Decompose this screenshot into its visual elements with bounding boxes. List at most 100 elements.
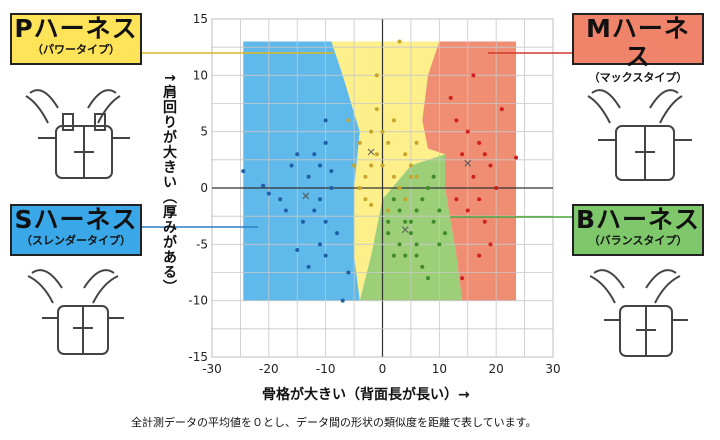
x-tick-label: 30: [545, 362, 560, 376]
point-2-6: [460, 152, 465, 157]
point-0-12: [323, 219, 328, 224]
point-3-4: [414, 208, 419, 213]
region-0: [243, 41, 446, 301]
point-0-11: [312, 208, 317, 213]
point-0-8: [317, 163, 322, 168]
point-3-11: [386, 231, 391, 236]
point-0-15: [317, 242, 322, 247]
point-2-7: [471, 174, 476, 179]
y-tick-label: 10: [193, 68, 208, 82]
harness-illustration-s: [27, 269, 124, 355]
centroid-0: [302, 192, 310, 200]
point-3-19: [386, 219, 391, 224]
label-m-harness: Mハーネス （マックスタイプ）: [572, 13, 704, 84]
point-3-9: [414, 253, 419, 258]
point-1-8: [357, 186, 362, 190]
x-tick-label: 0: [379, 362, 387, 376]
point-0-22: [300, 219, 305, 224]
point-3-3: [408, 231, 413, 236]
point-0-16: [323, 253, 328, 258]
point-2-15: [454, 197, 459, 202]
point-1-9: [363, 197, 368, 202]
point-3-17: [431, 174, 436, 179]
point-2-0: [471, 73, 476, 78]
point-3-0: [391, 197, 396, 202]
label-b-harness: Bハーネス （バランスタイプ）: [572, 204, 704, 256]
point-2-1: [448, 95, 453, 100]
region-1: [243, 41, 360, 301]
point-0-21: [278, 197, 283, 202]
footnote: 全計測データの平均値を０とし、データ間の形状の類似度を距離で表しています。: [131, 416, 537, 429]
point-0-23: [329, 169, 334, 174]
point-1-0: [374, 73, 379, 78]
y-axis-label: ↑肩回りが大きい（厚みがある）: [161, 72, 177, 295]
point-3-15: [408, 219, 413, 224]
point-0-2: [266, 191, 271, 196]
point-1-3: [363, 174, 368, 179]
x-tick-label: -20: [259, 362, 279, 376]
y-tick-label: -15: [188, 350, 208, 364]
point-3-18: [437, 208, 442, 213]
point-1-4: [380, 163, 385, 168]
harness-illustration-p: [25, 89, 130, 179]
point-0-3: [283, 208, 288, 213]
point-0-13: [329, 186, 334, 190]
point-1-20: [346, 118, 351, 123]
point-1-16: [403, 197, 408, 202]
point-1-21: [414, 140, 419, 145]
ticks-layer: -30 -20 -10 0 10 20 30 -15 -10 -5 0 5 10 15: [188, 12, 560, 376]
point-0-24: [346, 270, 351, 275]
point-2-18: [499, 107, 504, 112]
point-3-16: [403, 253, 408, 258]
centroid-stroke-b: [367, 148, 375, 156]
point-1-14: [352, 163, 357, 168]
point-1-19: [380, 129, 385, 134]
point-3-21: [443, 231, 448, 236]
point-0-10: [317, 197, 322, 202]
point-0-1: [261, 183, 266, 188]
point-3-2: [403, 219, 408, 224]
point-3-1: [397, 208, 402, 213]
point-1-11: [408, 163, 413, 168]
point-1-5: [374, 152, 379, 157]
point-3-20: [414, 242, 419, 247]
point-2-16: [477, 253, 482, 258]
centroid-stroke-b: [464, 159, 472, 167]
point-1-2: [369, 129, 374, 134]
point-0-19: [340, 298, 345, 303]
label-b-sub: （バランスタイプ）: [588, 234, 688, 247]
label-p-sub: （パワータイプ）: [32, 43, 120, 56]
point-3-8: [437, 242, 442, 247]
point-0-0: [241, 169, 246, 174]
label-s-harness: Sハーネス （スレンダータイプ）: [10, 204, 142, 256]
point-2-10: [477, 197, 482, 202]
point-0-18: [335, 231, 340, 236]
point-0-7: [312, 152, 317, 157]
point-2-8: [488, 163, 493, 168]
point-2-5: [482, 152, 487, 157]
x-tick-label: 20: [489, 362, 504, 376]
point-3-10: [397, 242, 402, 247]
point-1-18: [386, 208, 391, 213]
point-1-25: [408, 174, 413, 179]
point-2-4: [477, 140, 482, 145]
point-3-6: [425, 186, 430, 190]
region-2: [422, 41, 517, 301]
point-2-9: [494, 186, 499, 190]
x-tick-label: 10: [432, 362, 447, 376]
point-3-13: [420, 264, 425, 269]
point-1-24: [357, 140, 362, 145]
centroid-1: [367, 148, 375, 156]
point-1-17: [414, 174, 419, 179]
y-tick-label: -5: [196, 237, 208, 251]
y-tick-label: 0: [200, 181, 208, 195]
point-1-13: [369, 202, 374, 207]
point-1-6: [386, 140, 391, 145]
point-2-17: [460, 276, 465, 281]
label-s-name: Sハーネス: [14, 205, 138, 234]
centroid-stroke-b: [401, 226, 409, 234]
y-tick-label: 15: [193, 12, 208, 26]
x-axis-label: 骨格が大きい（背面長が長い）→: [262, 387, 470, 403]
connector-layer: [142, 52, 572, 228]
